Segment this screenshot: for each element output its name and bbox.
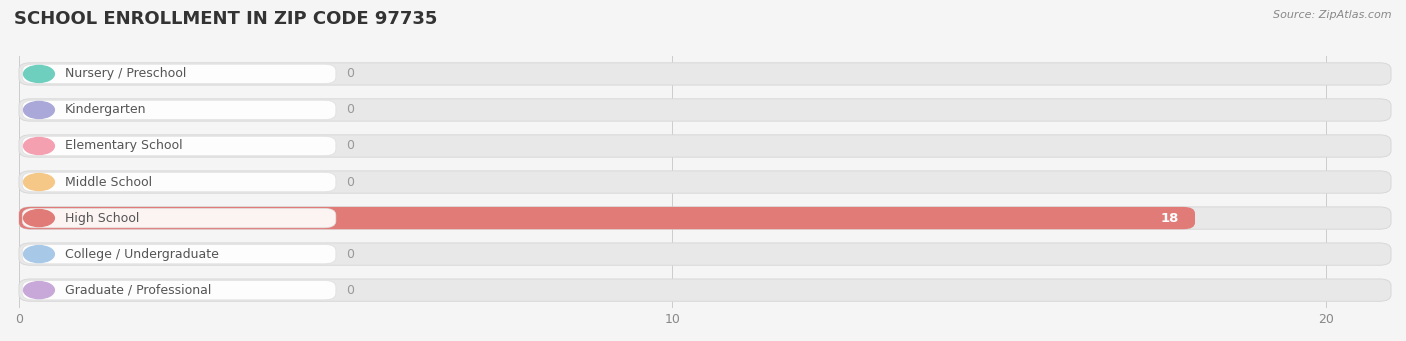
- Text: College / Undergraduate: College / Undergraduate: [65, 248, 219, 261]
- Circle shape: [24, 137, 55, 154]
- Text: 0: 0: [346, 139, 354, 152]
- Text: High School: High School: [65, 211, 139, 225]
- FancyBboxPatch shape: [22, 136, 336, 156]
- Text: 18: 18: [1160, 211, 1178, 225]
- FancyBboxPatch shape: [22, 208, 336, 228]
- Text: Kindergarten: Kindergarten: [65, 103, 146, 117]
- FancyBboxPatch shape: [22, 172, 336, 192]
- FancyBboxPatch shape: [20, 99, 1391, 121]
- Circle shape: [24, 246, 55, 263]
- FancyBboxPatch shape: [20, 171, 1391, 193]
- Circle shape: [24, 282, 55, 299]
- Circle shape: [24, 65, 55, 83]
- Text: 0: 0: [346, 68, 354, 80]
- Text: 0: 0: [346, 176, 354, 189]
- FancyBboxPatch shape: [22, 244, 336, 264]
- Text: Source: ZipAtlas.com: Source: ZipAtlas.com: [1274, 10, 1392, 20]
- FancyBboxPatch shape: [20, 279, 1391, 301]
- Text: Elementary School: Elementary School: [65, 139, 183, 152]
- Circle shape: [24, 174, 55, 191]
- Text: 0: 0: [346, 248, 354, 261]
- Text: SCHOOL ENROLLMENT IN ZIP CODE 97735: SCHOOL ENROLLMENT IN ZIP CODE 97735: [14, 10, 437, 28]
- FancyBboxPatch shape: [20, 207, 1391, 229]
- Text: Nursery / Preschool: Nursery / Preschool: [65, 68, 186, 80]
- Circle shape: [24, 210, 55, 226]
- FancyBboxPatch shape: [20, 207, 1195, 229]
- Text: 0: 0: [346, 284, 354, 297]
- Text: 0: 0: [346, 103, 354, 117]
- FancyBboxPatch shape: [22, 100, 336, 120]
- Circle shape: [24, 102, 55, 118]
- FancyBboxPatch shape: [20, 243, 1391, 265]
- FancyBboxPatch shape: [20, 135, 1391, 157]
- FancyBboxPatch shape: [22, 64, 336, 84]
- Text: Middle School: Middle School: [65, 176, 152, 189]
- FancyBboxPatch shape: [20, 63, 1391, 85]
- FancyBboxPatch shape: [22, 280, 336, 300]
- Text: Graduate / Professional: Graduate / Professional: [65, 284, 211, 297]
